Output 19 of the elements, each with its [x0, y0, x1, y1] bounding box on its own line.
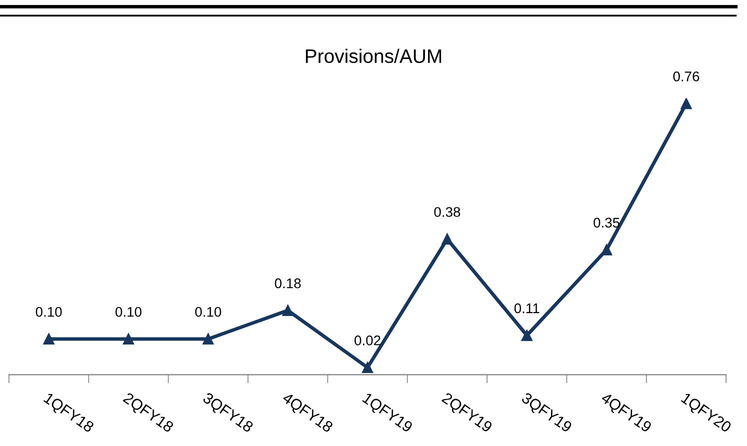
point [43, 333, 54, 345]
data-label: 0.38 [434, 207, 460, 217]
data-label: 0.02 [354, 335, 380, 346]
point [521, 330, 532, 341]
data-label: 0.10 [36, 306, 62, 317]
point [362, 362, 374, 374]
point [202, 333, 214, 345]
point [442, 234, 453, 245]
data-label: 0.76 [673, 72, 700, 82]
data-label: 0.11 [514, 303, 540, 314]
point [282, 304, 294, 316]
data-label: 0.18 [274, 278, 301, 288]
point [601, 244, 612, 256]
data-label: 0.10 [116, 306, 142, 317]
data-label: 0.10 [195, 306, 222, 317]
data-label: 0.35 [594, 218, 620, 228]
chart-title: Provisions/AUM [306, 48, 442, 64]
point [680, 98, 692, 110]
point [122, 333, 134, 345]
